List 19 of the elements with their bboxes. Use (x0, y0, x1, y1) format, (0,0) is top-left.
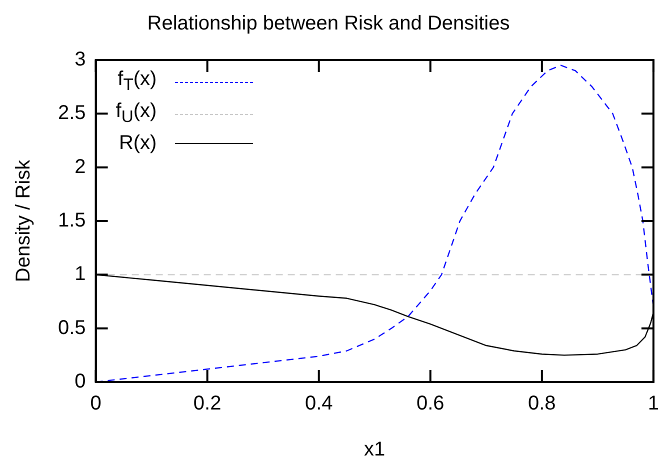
legend-label: f$_{T}$(x) (118, 67, 157, 96)
y-axis-title: Density / Risk (12, 158, 35, 282)
x-tick-label: 0 (90, 392, 102, 415)
y-tick-label: 2.5 (58, 102, 86, 124)
y-tick-label: 3 (74, 48, 86, 71)
y-tick-label: 1 (74, 263, 86, 286)
x-tick-label: 0.2 (193, 392, 222, 415)
legend-label: R(x) (118, 131, 157, 156)
x-tick-label: 0.8 (528, 392, 556, 415)
legend-label: f$_{U}$(x) (116, 99, 157, 128)
y-tick-label: 0 (74, 370, 86, 393)
x-tick-label: 0.6 (416, 392, 444, 415)
chart-title: Relationship between Risk and Densities (147, 12, 510, 35)
y-tick-label: 2 (74, 156, 86, 178)
x-tick-label: 0.4 (304, 392, 333, 415)
y-tick-label: 0.5 (58, 316, 86, 339)
x-axis-title: x1 (364, 438, 386, 461)
x-tick-label: 1 (648, 392, 659, 415)
y-tick-label: 1.5 (58, 210, 86, 232)
